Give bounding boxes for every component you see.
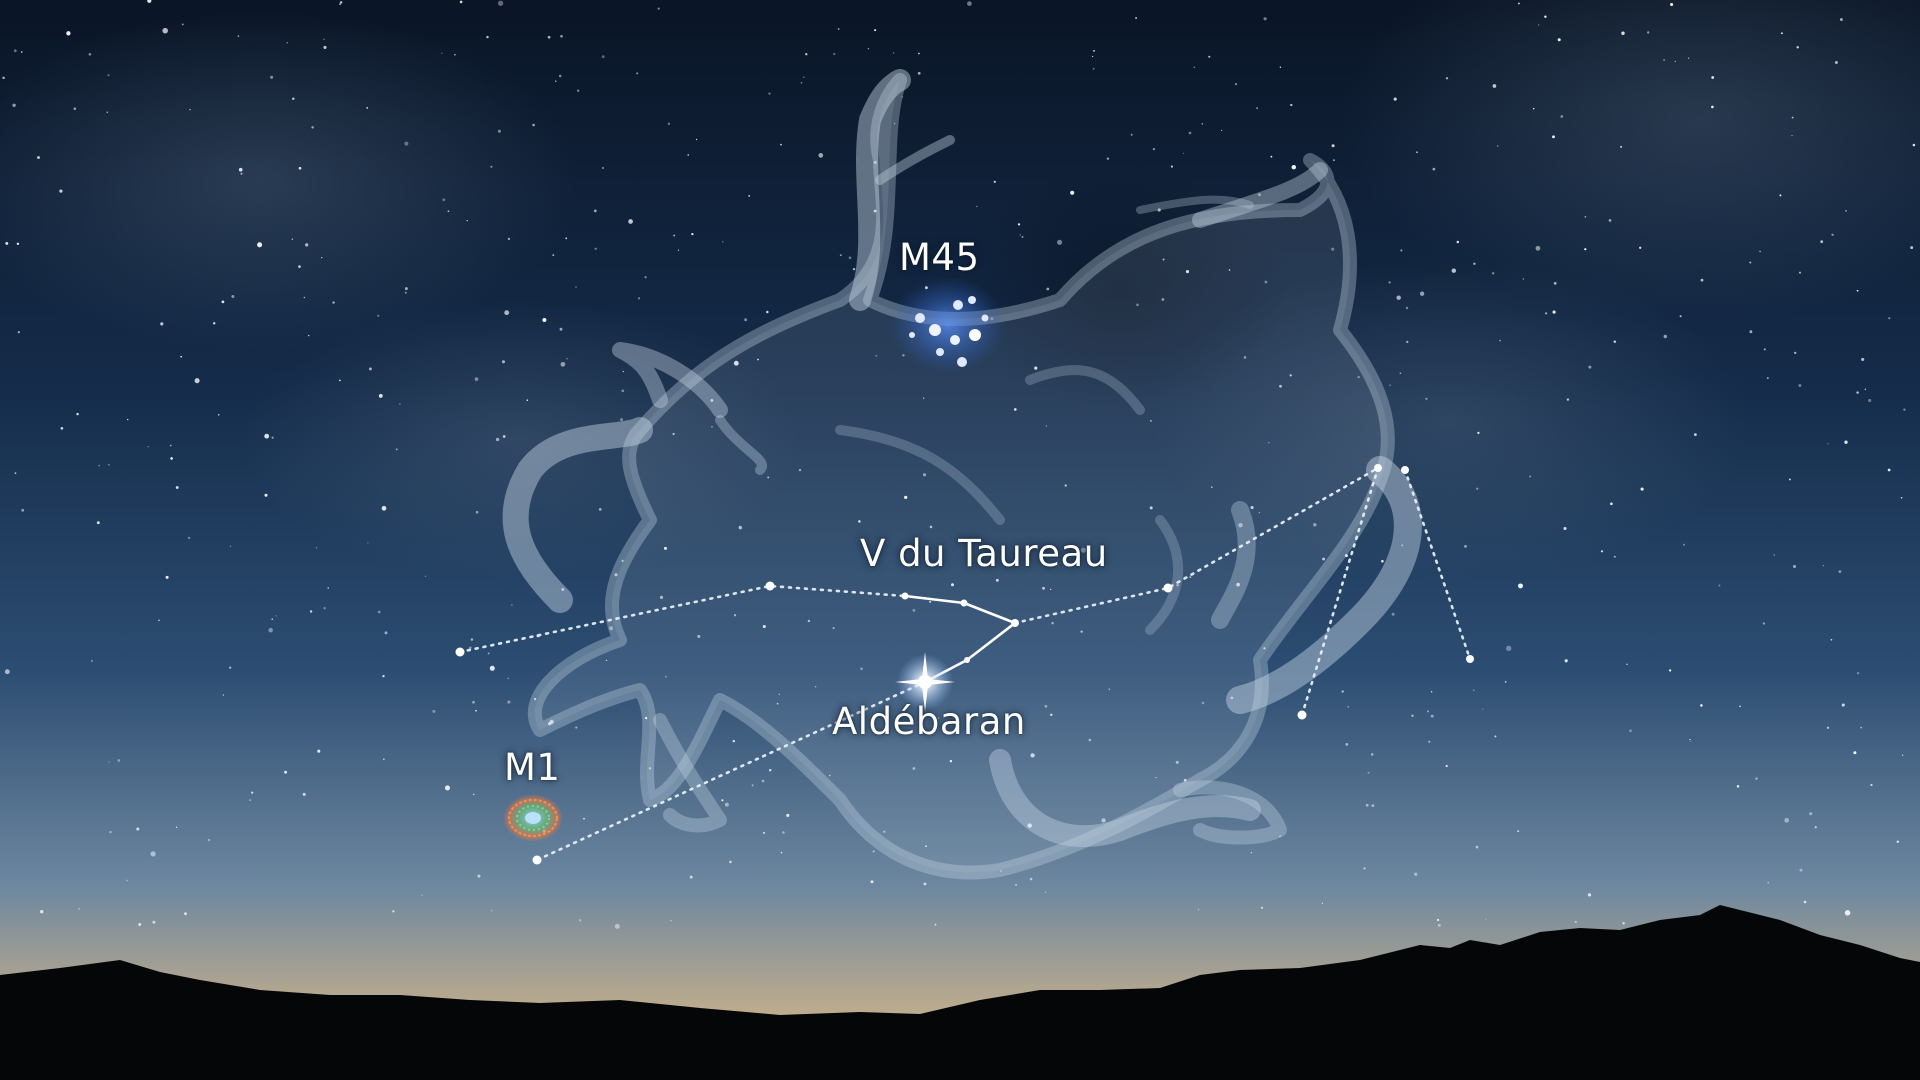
pleiades-cluster [890, 277, 1006, 373]
constellation-lines [458, 466, 1472, 862]
star-field [2, 0, 1916, 929]
label-m45: M45 [899, 236, 980, 279]
line-leg-b [1403, 468, 1472, 661]
bull-figure [502, 69, 1422, 880]
label-aldebaran: Aldébaran [832, 700, 1026, 743]
line-west-horn [458, 584, 907, 654]
line-leg-a [1300, 466, 1380, 717]
line-south-horn [535, 680, 927, 862]
label-m1: M1 [504, 746, 561, 789]
mountain-silhouette [0, 905, 1920, 1080]
label-v-du-taureau: V du Taureau [860, 532, 1108, 575]
crab-nebula [503, 794, 563, 842]
constellation-stars [455, 464, 1474, 865]
clouds [0, 0, 1920, 580]
bright-star-aldebaran [895, 652, 955, 712]
